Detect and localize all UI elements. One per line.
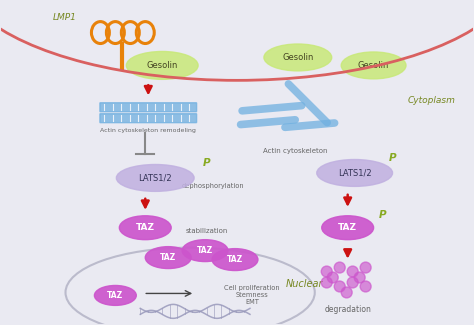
Ellipse shape — [119, 216, 171, 240]
Text: P: P — [203, 158, 211, 168]
Text: TAZ: TAZ — [227, 255, 243, 264]
Text: TAZ: TAZ — [197, 246, 213, 255]
Text: Actin cytoskeleton remodeling: Actin cytoskeleton remodeling — [100, 128, 196, 133]
Text: EMT: EMT — [245, 299, 259, 305]
Ellipse shape — [360, 262, 371, 273]
Ellipse shape — [322, 216, 374, 240]
Ellipse shape — [94, 285, 137, 306]
Text: stabilization: stabilization — [186, 228, 228, 234]
Ellipse shape — [347, 266, 358, 277]
Ellipse shape — [264, 44, 332, 71]
Text: TAZ: TAZ — [136, 223, 155, 232]
Ellipse shape — [327, 272, 338, 283]
Ellipse shape — [116, 164, 194, 191]
Ellipse shape — [347, 277, 358, 288]
Ellipse shape — [212, 249, 258, 270]
Text: Gesolin: Gesolin — [358, 61, 389, 70]
Ellipse shape — [127, 51, 198, 79]
FancyBboxPatch shape — [100, 103, 197, 112]
Text: Actin cytoskeleton: Actin cytoskeleton — [263, 148, 327, 154]
Text: Cytoplasm: Cytoplasm — [408, 96, 456, 105]
Text: LATS1/2: LATS1/2 — [138, 174, 172, 182]
FancyBboxPatch shape — [100, 114, 197, 123]
Ellipse shape — [360, 281, 371, 292]
Text: LMP1: LMP1 — [53, 13, 76, 22]
Ellipse shape — [341, 287, 352, 298]
Ellipse shape — [354, 272, 365, 283]
Text: Gesolin: Gesolin — [282, 53, 313, 62]
Ellipse shape — [182, 240, 228, 262]
Ellipse shape — [321, 266, 332, 277]
Text: P: P — [389, 153, 396, 163]
Text: TAZ: TAZ — [338, 223, 357, 232]
Ellipse shape — [145, 247, 191, 268]
Ellipse shape — [321, 277, 332, 288]
Text: Cell proliferation: Cell proliferation — [224, 285, 280, 292]
Text: TAZ: TAZ — [107, 291, 124, 300]
Text: TAZ: TAZ — [160, 253, 176, 262]
Text: degradation: degradation — [324, 305, 371, 314]
Text: P: P — [379, 210, 386, 220]
Ellipse shape — [334, 281, 345, 292]
Ellipse shape — [341, 52, 406, 79]
Ellipse shape — [334, 262, 345, 273]
Text: Nuclear: Nuclear — [286, 280, 324, 290]
Text: dephosphorylation: dephosphorylation — [182, 183, 245, 189]
Ellipse shape — [317, 160, 392, 187]
Text: Stemness: Stemness — [236, 292, 268, 298]
Text: LATS1/2: LATS1/2 — [338, 168, 372, 177]
Text: Gesolin: Gesolin — [146, 61, 178, 70]
